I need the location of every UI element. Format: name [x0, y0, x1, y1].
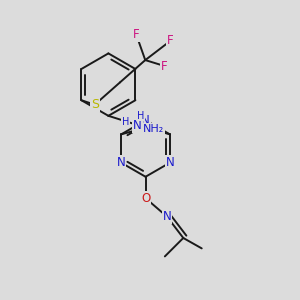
- Text: F: F: [161, 59, 168, 73]
- Text: NH₂: NH₂: [142, 124, 164, 134]
- Text: N: N: [133, 118, 142, 132]
- Text: H: H: [137, 111, 145, 121]
- Text: N: N: [166, 156, 174, 169]
- Text: H: H: [122, 116, 129, 127]
- Text: N: N: [141, 114, 150, 127]
- Text: O: O: [141, 192, 150, 205]
- Text: N: N: [117, 156, 125, 169]
- Text: S: S: [91, 98, 99, 111]
- Text: F: F: [133, 28, 140, 41]
- Text: F: F: [167, 34, 174, 47]
- Text: N: N: [163, 210, 171, 223]
